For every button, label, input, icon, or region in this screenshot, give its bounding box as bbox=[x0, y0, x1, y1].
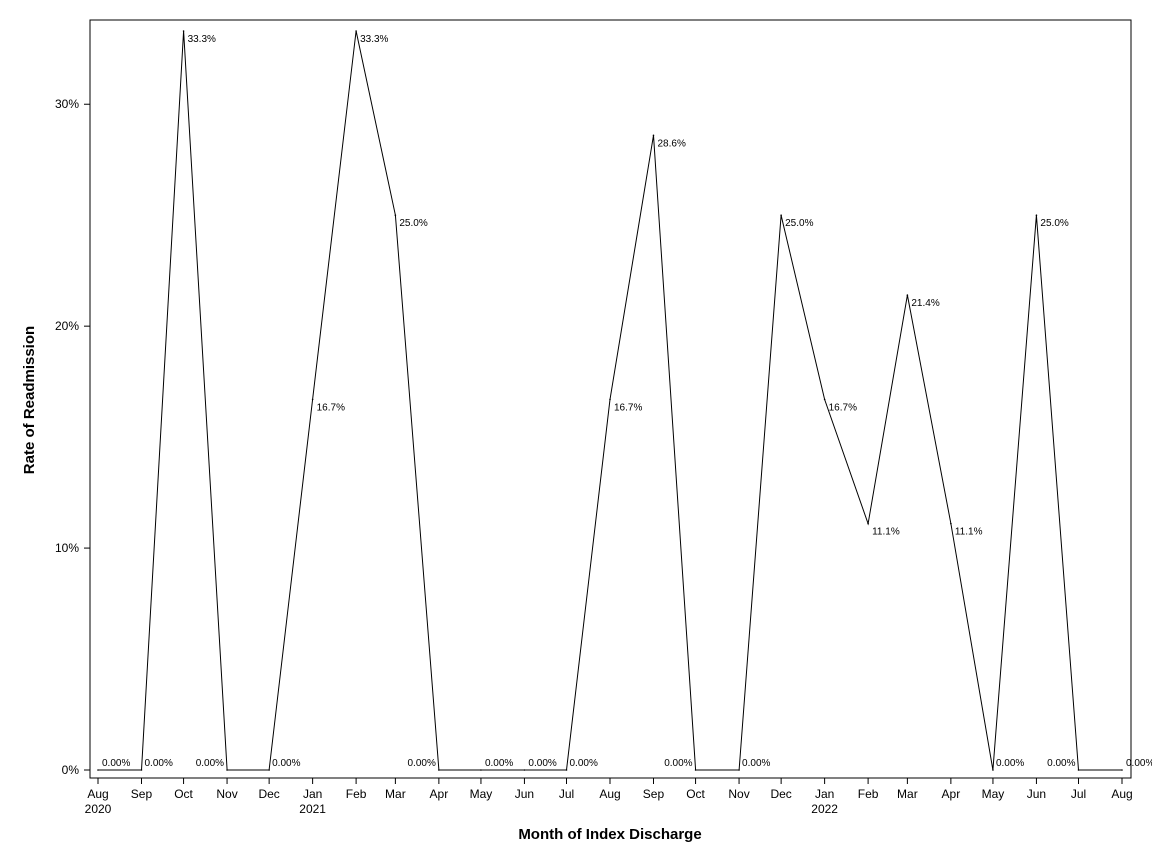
data-label: 0.00% bbox=[102, 758, 130, 769]
x-tick-label: Jan bbox=[303, 787, 322, 801]
data-label: 33.3% bbox=[188, 34, 216, 45]
data-point bbox=[268, 769, 270, 771]
x-tick-label: Jul bbox=[559, 787, 574, 801]
data-point bbox=[140, 769, 143, 771]
data-label: 28.6% bbox=[657, 138, 685, 149]
x-axis-title: Month of Index Discharge bbox=[518, 826, 701, 843]
y-tick-label: 0% bbox=[62, 763, 80, 777]
data-point bbox=[823, 398, 826, 401]
data-point bbox=[694, 769, 697, 771]
x-year-label: 2021 bbox=[299, 802, 326, 816]
x-tick-label: Oct bbox=[174, 787, 193, 801]
y-axis: 0% 10% 20% 30% bbox=[55, 97, 90, 777]
data-label: 0.00% bbox=[570, 758, 598, 769]
data-label: 11.1% bbox=[955, 527, 983, 538]
data-label: 0.00% bbox=[196, 758, 224, 769]
data-point bbox=[438, 769, 440, 771]
data-point bbox=[609, 398, 611, 401]
x-tick-label: Aug bbox=[1111, 787, 1132, 801]
data-point bbox=[311, 398, 314, 401]
x-tick-label: Feb bbox=[858, 787, 879, 801]
x-tick-label: Jan bbox=[815, 787, 834, 801]
x-tick-label: Oct bbox=[686, 787, 705, 801]
x-tick-label: Aug bbox=[599, 787, 620, 801]
x-tick-label: Dec bbox=[258, 787, 279, 801]
data-point bbox=[652, 134, 655, 137]
x-tick-label: Feb bbox=[346, 787, 367, 801]
x-tick-label: May bbox=[982, 787, 1005, 801]
data-points bbox=[97, 30, 1123, 771]
series-line bbox=[98, 30, 1122, 771]
x-year-label: 2020 bbox=[85, 802, 112, 816]
y-tick-label: 20% bbox=[55, 319, 79, 333]
y-tick-label: 10% bbox=[55, 541, 79, 555]
data-label: 11.1% bbox=[872, 527, 900, 538]
data-point bbox=[780, 214, 782, 216]
data-point bbox=[867, 522, 869, 525]
data-label: 16.7% bbox=[614, 402, 642, 413]
data-point bbox=[97, 769, 99, 771]
x-tick-label: Mar bbox=[897, 787, 918, 801]
data-point bbox=[992, 769, 994, 771]
data-point bbox=[523, 769, 526, 771]
y-axis-title: Rate of Readmission bbox=[21, 326, 38, 474]
data-point bbox=[182, 30, 185, 32]
x-axis: Aug Sep Oct Nov Dec Jan Feb Mar Apr May Jun Jul Aug S… bbox=[85, 778, 1133, 816]
data-label: 0.00% bbox=[742, 758, 770, 769]
data-labels: 0.00% 0.00% 33.3% 0.00% 0.00% 16.7% 33.3% 25.0%… bbox=[102, 34, 1152, 769]
x-tick-label: Mar bbox=[385, 787, 406, 801]
data-label: 0.00% bbox=[996, 758, 1024, 769]
x-tick-label: Apr bbox=[942, 787, 961, 801]
data-label: 16.7% bbox=[317, 402, 345, 413]
data-point bbox=[1077, 769, 1080, 771]
data-point bbox=[480, 769, 482, 771]
data-label: 16.7% bbox=[829, 402, 857, 413]
data-point bbox=[1121, 769, 1123, 771]
x-tick-label: Sep bbox=[131, 787, 153, 801]
x-tick-label: Jun bbox=[515, 787, 534, 801]
data-point bbox=[1035, 214, 1038, 216]
x-tick-label: Aug bbox=[87, 787, 108, 801]
data-label: 25.0% bbox=[785, 218, 813, 229]
x-year-label: 2022 bbox=[811, 802, 838, 816]
x-tick-label: Nov bbox=[216, 787, 237, 801]
data-label: 25.0% bbox=[1040, 218, 1068, 229]
x-tick-label: Apr bbox=[430, 787, 449, 801]
data-point bbox=[394, 214, 397, 216]
x-tick-label: Dec bbox=[770, 787, 791, 801]
data-point bbox=[950, 522, 952, 525]
data-label: 0.00% bbox=[485, 758, 513, 769]
data-point bbox=[738, 769, 740, 771]
x-tick-label: Jun bbox=[1027, 787, 1046, 801]
data-label: 0.00% bbox=[408, 758, 436, 769]
data-point bbox=[226, 769, 228, 771]
data-label: 0.00% bbox=[1047, 758, 1075, 769]
data-label: 0.00% bbox=[272, 758, 300, 769]
x-tick-label: Jul bbox=[1071, 787, 1086, 801]
data-label: 0.00% bbox=[528, 758, 556, 769]
data-label: 33.3% bbox=[360, 34, 388, 45]
data-point bbox=[565, 769, 568, 771]
data-label: 0.00% bbox=[664, 758, 692, 769]
data-label: 0.00% bbox=[1126, 758, 1152, 769]
data-label: 0.00% bbox=[144, 758, 172, 769]
x-tick-label: Sep bbox=[643, 787, 665, 801]
data-label: 25.0% bbox=[399, 218, 427, 229]
x-tick-label: May bbox=[470, 787, 493, 801]
data-label: 21.4% bbox=[911, 298, 939, 309]
data-point bbox=[355, 30, 357, 32]
data-point bbox=[906, 294, 909, 296]
x-tick-label: Nov bbox=[728, 787, 749, 801]
y-tick-label: 30% bbox=[55, 97, 79, 111]
